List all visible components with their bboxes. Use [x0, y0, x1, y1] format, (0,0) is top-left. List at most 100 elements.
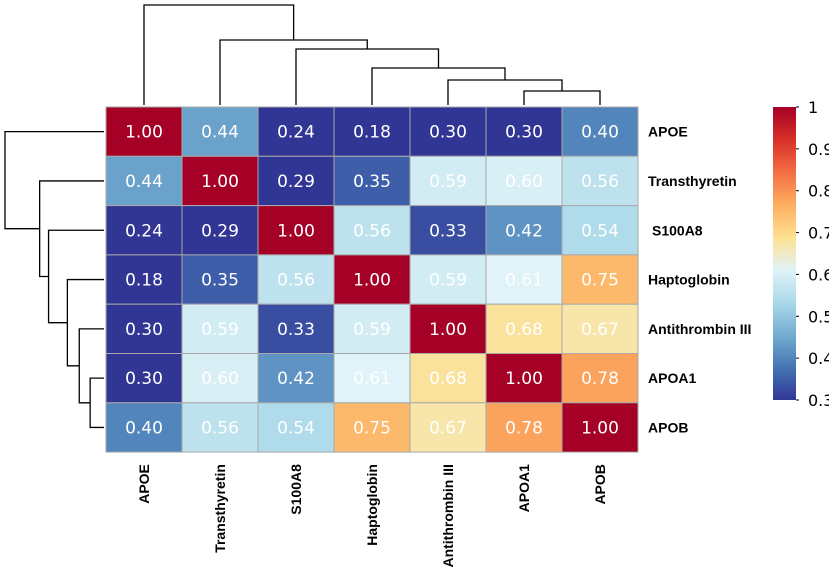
- dendrogram-link: [78, 328, 104, 404]
- dendrogram-link: [47, 229, 104, 324]
- cell-value-label: 0.33: [429, 221, 467, 241]
- row-label-antithrombin-iii: Antithrombin III: [648, 321, 751, 337]
- heatmap-cell-apoa1-apoe: [105, 353, 183, 404]
- heatmap-cell-apob-apoe: [105, 402, 183, 453]
- heatmap-cell-antithrombin-iii-s100a8: [257, 303, 335, 355]
- column-label-haptoglobin: Haptoglobin: [364, 464, 380, 546]
- cell-value-label: 0.54: [277, 418, 315, 438]
- dendrogram-link: [89, 377, 104, 429]
- heatmap-cell-transthyretin-antithrombin-iii: [409, 155, 487, 207]
- dendrogram-link: [219, 39, 368, 105]
- colorbar-tick-label: 1: [808, 98, 818, 117]
- dendrogram-link: [39, 180, 104, 278]
- cell-value-label: 0.56: [201, 418, 239, 438]
- column-label-transthyretin: Transthyretin: [212, 464, 228, 553]
- row-label-haptoglobin: Haptoglobin: [648, 272, 730, 288]
- column-label-antithrombin-iii: Antithrombin III: [440, 464, 456, 567]
- cell-value-label: 0.30: [505, 123, 543, 143]
- heatmap-cell-apob-apoa1: [485, 402, 563, 453]
- heatmap-cell-s100a8-apob: [561, 205, 639, 256]
- column-label-apoe: APOE: [136, 464, 152, 504]
- heatmap-cell-apoe-apoa1: [485, 106, 563, 157]
- heatmap-cell-s100a8-s100a8: [257, 205, 335, 256]
- cell-value-label: 0.59: [429, 271, 467, 291]
- cell-value-label: 0.56: [277, 271, 315, 291]
- cell-value-label: 0.59: [201, 320, 239, 340]
- cell-value-label: 0.44: [125, 172, 163, 192]
- cell-value-label: 0.30: [125, 369, 163, 389]
- colorbar: 0.3 0.4 0.5 0.6 0.7 0.8 0.9 1: [773, 98, 829, 410]
- cell-value-label: 0.30: [429, 123, 467, 143]
- dendrogram-link: [371, 67, 506, 105]
- column-dendrogram: [143, 4, 601, 105]
- heatmap-cell-apoe-s100a8: [257, 106, 335, 157]
- cell-value-label: 0.40: [125, 418, 163, 438]
- cell-value-label: 0.60: [505, 172, 543, 192]
- cell-value-label: 0.67: [429, 418, 467, 438]
- dendrogram-link: [4, 131, 104, 230]
- colorbar-tick-label: 0.3: [808, 391, 829, 410]
- colorbar-tick-label: 0.5: [808, 307, 829, 326]
- heatmap-cell-s100a8-antithrombin-iii: [409, 205, 487, 256]
- cell-value-label: 0.61: [505, 271, 543, 291]
- cell-value-label: 0.42: [505, 221, 543, 241]
- cell-value-label: 0.30: [125, 320, 163, 340]
- heatmap-cell-apob-antithrombin-iii: [409, 402, 487, 453]
- cell-value-label: 0.29: [201, 221, 239, 241]
- cell-value-label: 0.78: [505, 418, 543, 438]
- heatmap-cell-transthyretin-s100a8: [257, 155, 335, 207]
- heatmap-cell-s100a8-apoa1: [485, 205, 563, 256]
- row-label-apoe: APOE: [648, 124, 688, 140]
- heatmap-cell-apob-apob: [561, 402, 639, 453]
- cell-value-label: 0.75: [353, 418, 391, 438]
- cell-value-label: 0.33: [277, 320, 315, 340]
- cell-value-label: 0.68: [429, 369, 467, 389]
- heatmap-cell-s100a8-haptoglobin: [333, 205, 411, 256]
- heatmap-cell-haptoglobin-apoa1: [485, 254, 563, 305]
- cell-value-label: 1.00: [429, 320, 467, 340]
- column-labels: APOE Transthyretin S100A8 Haptoglobin Antith…: [136, 464, 608, 568]
- cell-value-label: 1.00: [505, 369, 543, 389]
- heatmap-cell-apoa1-haptoglobin: [333, 353, 411, 404]
- cell-value-label: 0.59: [353, 320, 391, 340]
- cell-value-label: 0.29: [277, 172, 315, 192]
- cell-value-label: 0.68: [505, 320, 543, 340]
- cell-value-label: 1.00: [353, 271, 391, 291]
- heatmap-cell-apob-s100a8: [257, 402, 335, 453]
- heatmap-cell-apoa1-apob: [561, 353, 639, 404]
- colorbar-tick-label: 0.7: [808, 224, 829, 243]
- heatmap-grid: 1.00 0.44 0.24 0.18 0.30 0.30 0.40 0.44 1.00 0.29…: [105, 106, 639, 453]
- colorbar-tick-label: 0.4: [808, 349, 829, 368]
- heatmap-cell-apob-haptoglobin: [333, 402, 411, 453]
- heatmap-cell-haptoglobin-transthyretin: [181, 254, 259, 305]
- colorbar-tick-label: 0.8: [808, 182, 829, 201]
- heatmap-cell-transthyretin-apob: [561, 155, 639, 207]
- cell-value-label: 0.35: [353, 172, 391, 192]
- heatmap-cell-haptoglobin-apoe: [105, 254, 183, 305]
- heatmap-cell-transthyretin-apoe: [105, 155, 183, 207]
- cell-value-label: 0.75: [581, 271, 619, 291]
- cell-value-label: 0.18: [353, 123, 391, 143]
- cell-value-label: 0.42: [277, 369, 315, 389]
- cell-value-label: 0.78: [581, 369, 619, 389]
- cell-value-label: 0.56: [581, 172, 619, 192]
- heatmap-cell-apoa1-antithrombin-iii: [409, 353, 487, 404]
- cell-value-label: 1.00: [125, 123, 163, 143]
- heatmap-cell-haptoglobin-haptoglobin: [333, 254, 411, 305]
- row-label-s100a8: S100A8: [652, 222, 703, 238]
- row-label-apob: APOB: [648, 419, 688, 435]
- colorbar-tick-label: 0.9: [808, 140, 829, 159]
- heatmap-cell-haptoglobin-apob: [561, 254, 639, 305]
- heatmap-cell-apoe-transthyretin: [181, 106, 259, 157]
- cell-value-label: 0.59: [429, 172, 467, 192]
- row-dendrogram: [4, 131, 104, 429]
- column-label-apob: APOB: [592, 464, 608, 504]
- heatmap-cell-apoa1-transthyretin: [181, 353, 259, 404]
- row-label-transthyretin: Transthyretin: [648, 173, 737, 189]
- cell-value-label: 0.61: [353, 369, 391, 389]
- row-labels: APOE Transthyretin S100A8 Haptoglobin Antith…: [648, 124, 751, 436]
- cell-value-label: 0.60: [201, 369, 239, 389]
- cell-value-label: 0.40: [581, 123, 619, 143]
- cell-value-label: 0.24: [277, 123, 315, 143]
